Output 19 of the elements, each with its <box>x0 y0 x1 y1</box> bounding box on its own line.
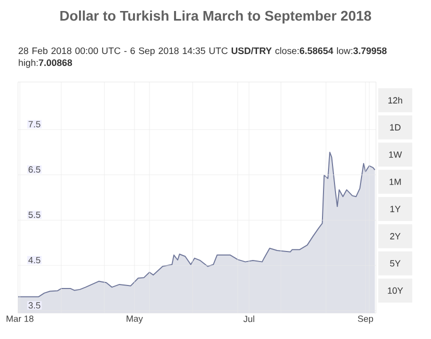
text: 1W <box>389 152 402 158</box>
x-tick-label: Jul <box>243 316 254 322</box>
text: 2Y <box>390 233 400 240</box>
text: 10Y <box>388 287 403 294</box>
text: 12h <box>388 96 402 104</box>
y-tick-label: 6.5 <box>28 166 40 173</box>
x-tick-label: Mar 18 <box>6 316 34 322</box>
text: 1M <box>390 178 401 185</box>
x-tick-label: May <box>126 316 143 324</box>
y-tick-label: 3.5 <box>28 302 40 309</box>
text: 1D <box>390 124 401 130</box>
y-tick-label: 4.5 <box>28 256 40 264</box>
text: 28 Feb 2018 00:00 UTC - 6 Sep 2018 14:35 UTC USD/TRY close:6.58654 low:3.79958 high:7.00868 <box>18 47 387 68</box>
text: 5Y <box>390 260 400 267</box>
chart-title: Dollar to Turkish Lira March to September 2018 <box>60 10 372 24</box>
x-tick-label: Sep <box>358 316 374 324</box>
text: 1Y <box>390 206 400 212</box>
y-tick-label: 5.5 <box>28 212 40 218</box>
y-tick-label: 7.5 <box>28 121 40 128</box>
